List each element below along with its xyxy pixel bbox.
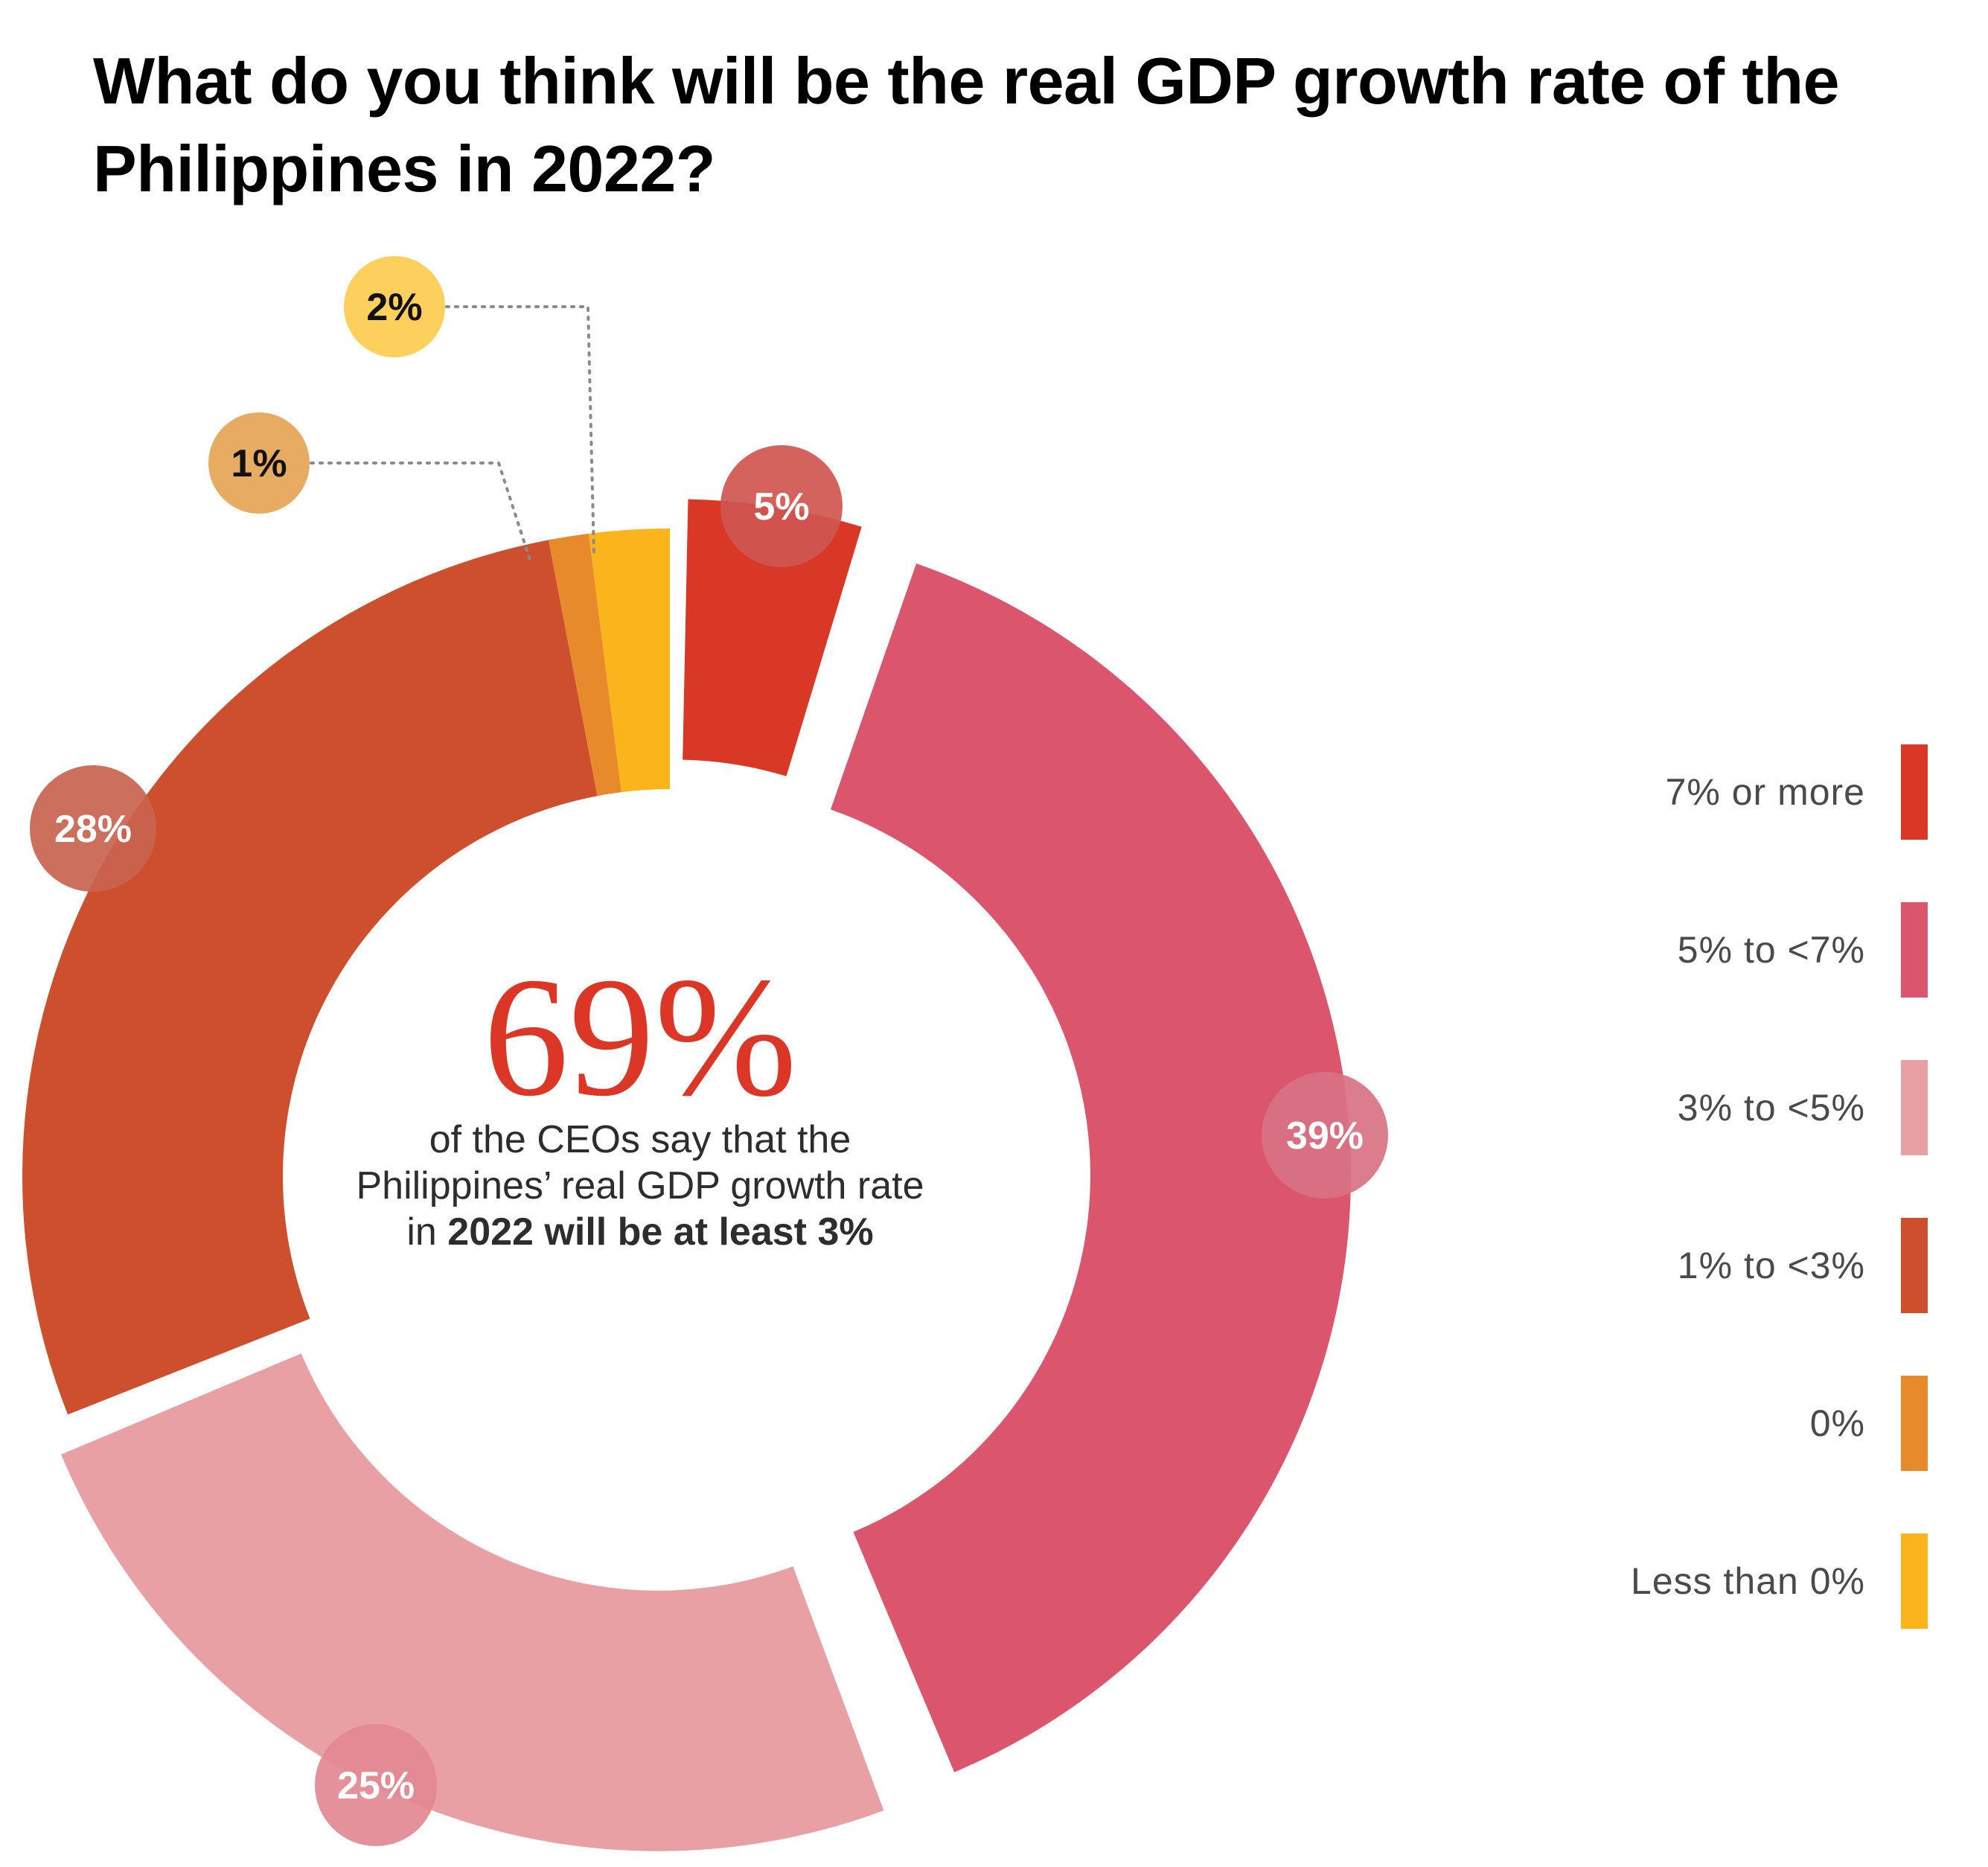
- center-text-normal: of the CEOs say that the Philippines’ re…: [356, 1118, 924, 1254]
- legend-swatch: [1901, 1218, 1928, 1313]
- slice-less-than-0-: [588, 529, 670, 793]
- center-annotation: of the CEOs say that the Philippines’ re…: [350, 1117, 930, 1255]
- slice-1-to-3-: [22, 540, 598, 1415]
- legend-swatch: [1901, 1376, 1928, 1471]
- data-label-bubble: [208, 412, 310, 514]
- slice-0-: [548, 533, 621, 797]
- legend-item: 1% to <3%: [1511, 1218, 1928, 1313]
- legend-label: Less than 0%: [1631, 1560, 1865, 1602]
- legend-item: 3% to <5%: [1511, 1060, 1928, 1155]
- legend-swatch: [1901, 1534, 1928, 1629]
- leader-line-0pct: [310, 462, 531, 561]
- leader-line-less-than-0pct: [445, 305, 595, 556]
- data-label-bubble: [1262, 1072, 1388, 1199]
- data-label-bubble: [344, 256, 445, 357]
- slice-7-or-more: [683, 499, 862, 776]
- data-label: 39%: [1286, 1114, 1364, 1158]
- center-text-bold: 2022 will be at least 3%: [447, 1210, 874, 1254]
- data-label: 25%: [337, 1764, 415, 1807]
- data-label: 5%: [753, 485, 809, 529]
- data-label-bubble: [720, 445, 843, 567]
- data-label-bubble: [315, 1724, 437, 1846]
- data-label: 28%: [54, 808, 132, 851]
- legend-item: 0%: [1511, 1376, 1928, 1471]
- legend-swatch: [1901, 902, 1928, 998]
- legend-label: 1% to <3%: [1677, 1245, 1865, 1286]
- legend-item: Less than 0%: [1511, 1534, 1928, 1629]
- leader-lines: [310, 305, 595, 561]
- donut-slices: [22, 499, 1351, 1851]
- data-label: 1%: [231, 442, 287, 485]
- legend-swatch: [1901, 744, 1928, 840]
- legend-swatch: [1901, 1060, 1928, 1155]
- slice-5-to-7-: [830, 563, 1351, 1772]
- legend-label: 0%: [1809, 1402, 1865, 1444]
- chart-title: What do you think will be the real GDP g…: [93, 44, 1840, 205]
- legend-label: 5% to <7%: [1677, 929, 1865, 971]
- data-label: 2%: [366, 286, 422, 329]
- legend-label: 3% to <5%: [1677, 1087, 1865, 1129]
- data-label-bubble: [30, 765, 156, 892]
- legend-item: 7% or more: [1511, 744, 1928, 840]
- center-big-value: 69%: [483, 942, 797, 1132]
- legend-label: 7% or more: [1665, 771, 1865, 813]
- slice-3-to-5-: [61, 1353, 884, 1851]
- data-labels: 5% 39% 25% 28% 1% 2%: [30, 256, 1388, 1846]
- legend-item: 5% to <7%: [1511, 902, 1928, 998]
